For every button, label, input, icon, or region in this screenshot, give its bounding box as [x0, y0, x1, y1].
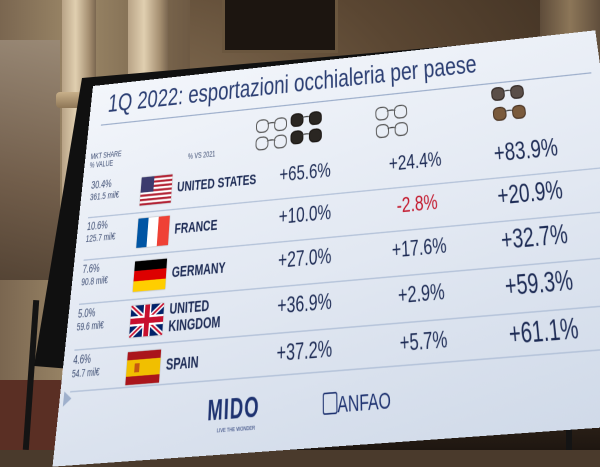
value-cell: +10.0%	[257, 199, 353, 232]
flag-de-icon	[133, 259, 167, 292]
market-share: 5.0% 59.6 mil€	[76, 305, 106, 336]
flag-us-icon	[140, 174, 173, 205]
sunglasses-and-frames-icon	[255, 103, 329, 160]
value-cell: +32.7%	[482, 219, 587, 259]
market-share: 10.6% 125.7 mil€	[85, 218, 117, 247]
value-cell: +83.9%	[476, 133, 577, 172]
market-share: 30.4% 361.5 mil€	[89, 177, 120, 205]
sunglasses-icon	[472, 79, 553, 137]
value-cell: +59.3%	[486, 265, 594, 306]
value-cell: +5.7%	[371, 325, 476, 361]
flag-es-icon	[125, 350, 161, 386]
anfao-emblem-icon	[323, 392, 338, 415]
market-share: 4.6% 54.7 mil€	[71, 352, 101, 384]
header-change: % VS 2021	[188, 151, 216, 161]
header-market-share: MKT SHARE % VALUE	[89, 151, 124, 172]
flag-uk-icon	[129, 303, 164, 337]
value-cell: +2.9%	[370, 278, 473, 313]
value-cell: +65.6%	[258, 158, 352, 191]
value-cell: +24.4%	[367, 146, 464, 179]
value-cell: +17.6%	[369, 232, 470, 266]
monitor-screen: 1Q 2022: esportazioni occhialeria per pa…	[53, 30, 600, 466]
fresco-painting	[0, 40, 60, 280]
value-cell: +61.1%	[489, 312, 599, 354]
value-cell: +37.2%	[253, 335, 355, 370]
anfao-logo: ANFAO	[337, 388, 391, 419]
value-cell: +27.0%	[256, 243, 354, 277]
play-icon	[63, 391, 72, 407]
market-share: 7.6% 90.8 mil€	[80, 261, 109, 291]
doorway	[222, 0, 338, 53]
mido-tagline: LIVE THE WONDER	[217, 423, 255, 434]
slide: 1Q 2022: esportazioni occhialeria per pa…	[53, 30, 600, 466]
optical-frames-icon	[357, 92, 434, 150]
value-cell-negative: -2.8%	[368, 189, 467, 223]
value-cell: +20.9%	[479, 175, 582, 214]
flag-fr-icon	[136, 216, 170, 248]
